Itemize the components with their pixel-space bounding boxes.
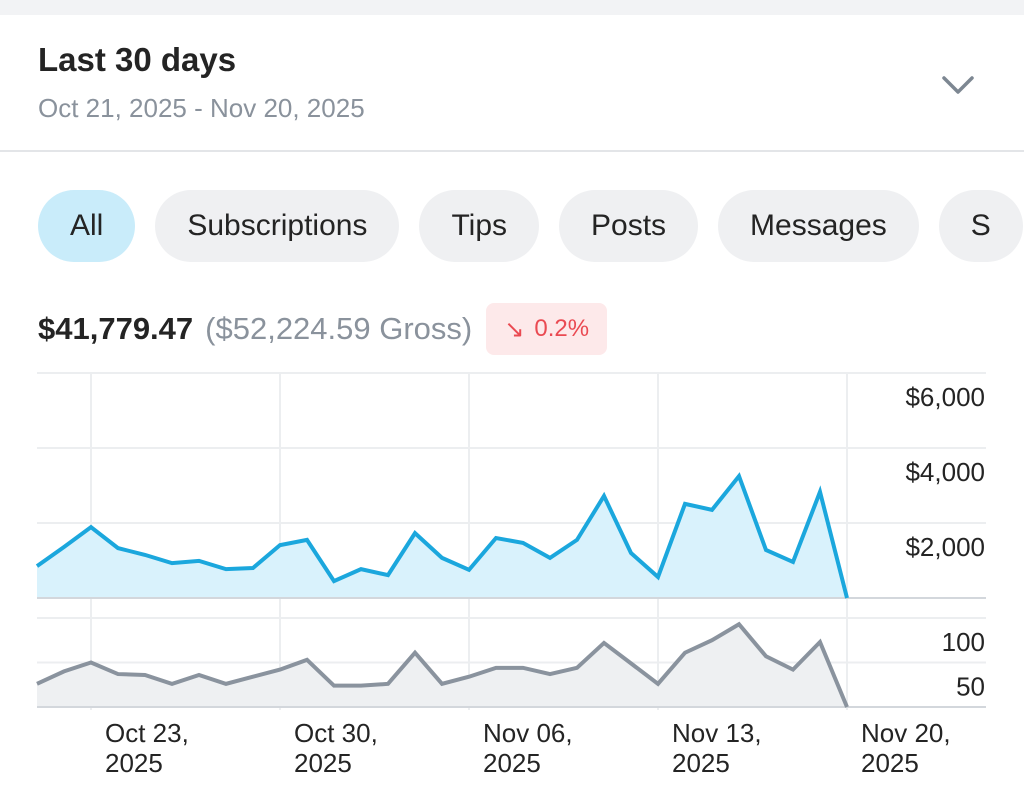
change-value: 0.2% <box>534 315 590 342</box>
chip-more[interactable]: S <box>938 190 1023 262</box>
y-tick-label: $4,000 <box>905 457 985 487</box>
date-range-selector[interactable]: Last 30 days Oct 21, 2025 - Nov 20, 2025 <box>0 15 1024 152</box>
chip-posts[interactable]: Posts <box>559 190 699 262</box>
x-tick-label: Nov 13, <box>672 718 762 748</box>
filter-chips: All Subscriptions Tips Posts Messages S <box>38 190 1023 262</box>
x-tick-label: Oct 23, <box>105 718 189 748</box>
chip-messages[interactable]: Messages <box>718 190 919 262</box>
change-badge: ↘ 0.2% <box>486 303 608 355</box>
y-tick-label: 100 <box>942 627 985 657</box>
earnings-line <box>35 472 849 599</box>
y-tick-label: $2,000 <box>905 532 985 562</box>
chip-tips[interactable]: Tips <box>419 190 539 262</box>
arrow-down-right-icon: ↘ <box>504 315 525 343</box>
x-tick-label: Nov 06, <box>483 718 573 748</box>
count-area <box>37 624 847 707</box>
x-tick-label: 2025 <box>861 748 919 778</box>
x-tick-label: 2025 <box>483 748 541 778</box>
chip-subscriptions[interactable]: Subscriptions <box>155 190 400 262</box>
chip-all[interactable]: All <box>38 190 136 262</box>
gross-earnings: ($52,224.59 Gross) <box>205 311 473 346</box>
date-range: Oct 21, 2025 - Nov 20, 2025 <box>38 93 365 123</box>
top-strip <box>0 0 1024 15</box>
x-tick-label: Oct 30, <box>294 718 378 748</box>
count-line <box>36 621 849 708</box>
x-tick-label: 2025 <box>105 748 163 778</box>
y-tick-label: $6,000 <box>905 382 985 412</box>
period-title: Last 30 days <box>38 41 237 78</box>
y-tick-label: 50 <box>956 672 985 702</box>
x-tick-label: Nov 20, <box>861 718 951 748</box>
x-tick-label: 2025 <box>294 748 352 778</box>
net-earnings: $41,779.47 <box>38 311 194 346</box>
earnings-summary: $41,779.47 ($52,224.59 Gross) ↘ 0.2% <box>38 303 608 355</box>
chevron-down-icon[interactable] <box>940 67 976 103</box>
x-tick-label: 2025 <box>672 748 730 778</box>
